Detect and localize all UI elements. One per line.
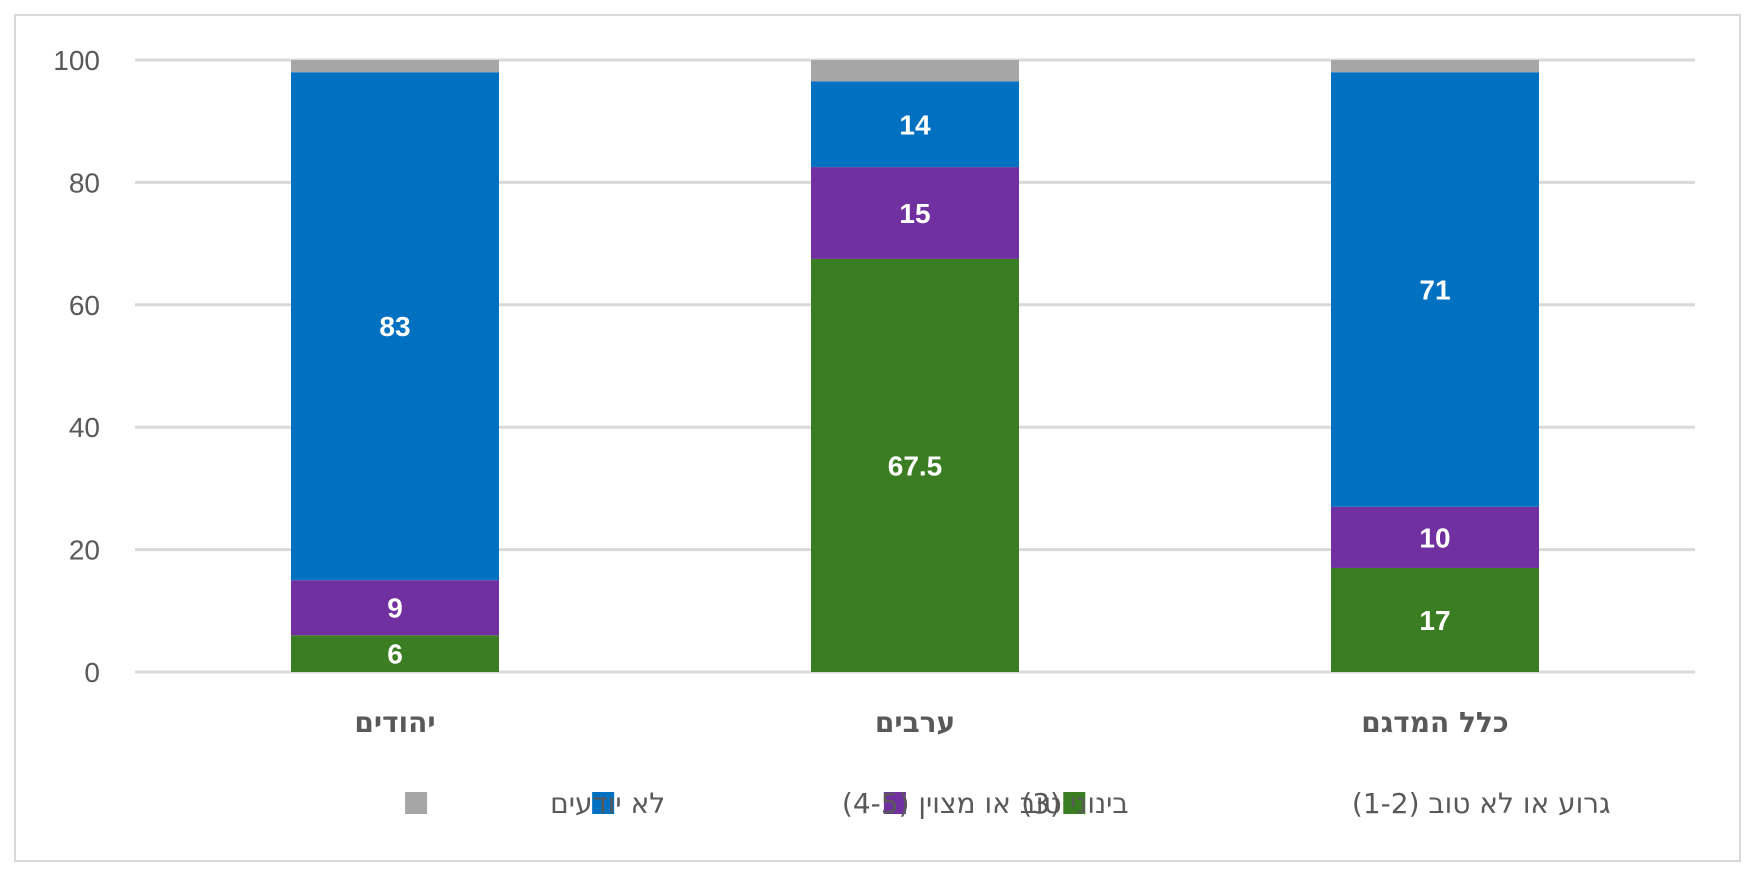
legend-label: לא יודעים [550,787,665,820]
legend-label: בינוני (3) [1021,787,1128,820]
bar-segment [291,635,499,672]
legend-swatch [592,792,615,814]
category-labels: יהודים ערבים כלל המדגם [354,706,1508,739]
legend-label: גרוע או לא טוב (1-2) [1352,787,1611,820]
bar-segment [1331,72,1539,507]
bar-segment [291,60,499,73]
data-label: 10 [1419,522,1450,553]
y-tick-label: 100 [53,45,100,76]
data-labels: 6 9 83 67.5 15 14 17 10 71 [379,109,1450,669]
data-label: 6 [387,639,403,670]
y-tick-label: 40 [69,412,100,443]
y-tick-label: 80 [69,167,100,198]
bar-segment [811,258,1019,672]
data-label: 15 [899,198,930,229]
legend: גרוע או לא טוב (1-2) בינוני (3)טוב או מצו… [405,787,1611,820]
y-axis-tick-labels: 0 20 40 60 80 100 [53,45,100,688]
y-tick-label: 60 [69,290,100,321]
bar-segment [811,60,1019,82]
bar-segment [1331,60,1539,73]
bar-segment [811,81,1019,168]
category-label: כלל המדגם [1361,706,1508,739]
y-tick-label: 20 [69,535,100,566]
bars [291,60,1539,672]
legend-swatch [405,792,428,814]
bar-segment [1331,506,1539,568]
data-label: 71 [1419,275,1450,306]
bar-segment [291,72,499,581]
bar-segment [291,580,499,636]
data-label: 83 [379,311,410,342]
bar-segment [811,167,1019,259]
bar-segment [1331,567,1539,672]
legend-swatch [883,792,906,814]
legend-swatch [1063,792,1086,814]
y-tick-label: 0 [84,657,100,688]
legend-label: טוב או מצוין (4-5) [842,787,1062,820]
data-label: 67.5 [888,450,943,481]
data-label: 14 [899,109,931,140]
category-label: ערבים [875,706,955,739]
category-label: יהודים [354,706,435,739]
data-label: 9 [387,593,403,624]
data-label: 17 [1419,605,1450,636]
